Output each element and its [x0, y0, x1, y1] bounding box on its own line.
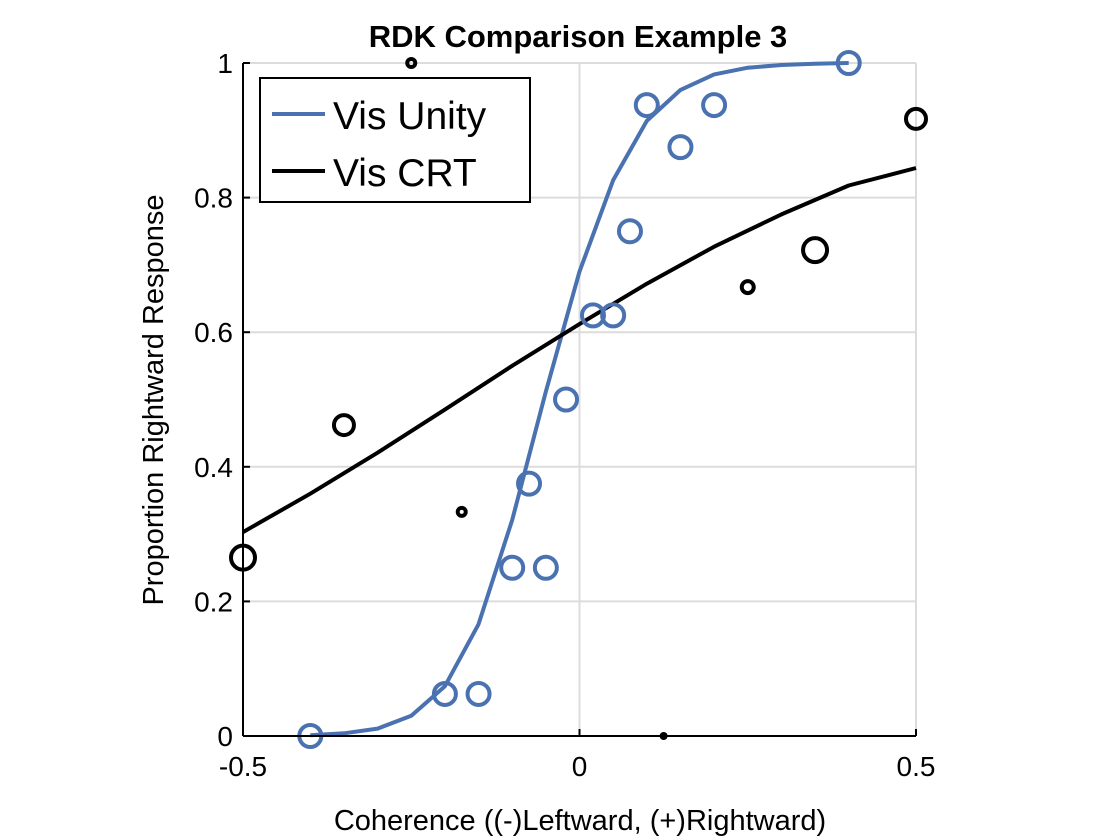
y-tick-label-0: 0: [217, 721, 233, 752]
tick-labels: 00.20.40.60.81-0.5 0 0.5: [194, 48, 935, 782]
data-point-s0-10: [667, 134, 694, 161]
data-point-s0-9: [616, 218, 643, 245]
legend-label-vis-crt: Vis CRT: [333, 152, 477, 195]
data-point-s0-2: [465, 680, 492, 707]
data-point-s1-2: [405, 57, 418, 69]
data-point-s0-4: [532, 554, 559, 581]
data-point-s0-5: [516, 470, 543, 497]
legend-box: [259, 77, 531, 203]
y-tick-label-5: 1: [217, 48, 233, 79]
fit-curves: [242, 61, 917, 738]
data-point-s0-13: [835, 50, 862, 76]
y-tick-label-4: 0.8: [194, 183, 233, 214]
y-tick-label-1: 0.2: [194, 586, 233, 617]
data-point-s1-5: [739, 279, 756, 296]
data-point-s0-1: [431, 680, 458, 707]
data-point-s0-8: [600, 302, 627, 329]
data-point-s1-1: [331, 413, 356, 438]
chart-title: RDK Comparison Example 3: [369, 19, 788, 54]
fit-curve-0: [310, 61, 849, 738]
fit-curve-1: [242, 166, 917, 534]
legend-label-vis-unity: Vis Unity: [333, 95, 487, 138]
x-tick-label-1: 0: [572, 751, 588, 782]
data-point-s0-6: [553, 386, 580, 413]
data-point-s1-7: [904, 106, 928, 131]
x-tick-label-0: -0.5: [219, 751, 267, 782]
y-tick-label-2: 0.4: [194, 452, 233, 483]
axes: [242, 62, 917, 737]
x-tick-label-2: 0.5: [897, 751, 936, 782]
y-tick-label-3: 0.6: [194, 317, 233, 348]
data-point-s0-3: [499, 554, 526, 581]
legend: Vis Unity Vis CRT: [259, 77, 531, 203]
data-point-s0-12: [701, 92, 728, 119]
data-point-s1-6: [801, 236, 830, 265]
data-point-s0-11: [633, 92, 660, 119]
y-axis-label: Proportion Rightward Response: [138, 194, 170, 605]
data-point-s1-3: [455, 505, 468, 518]
x-axis-label: Coherence ((-)Leftward, (+)Rightward): [334, 805, 826, 837]
